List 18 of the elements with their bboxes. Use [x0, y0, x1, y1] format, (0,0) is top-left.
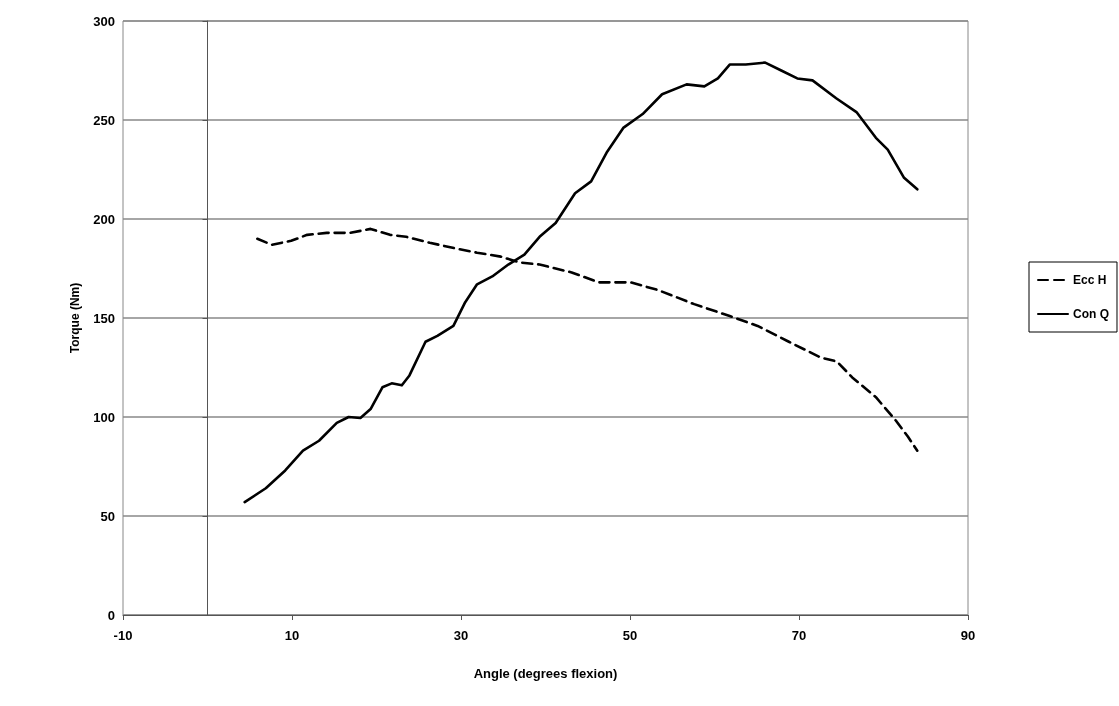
x-axis-title: Angle (degrees flexion)	[473, 666, 618, 681]
line-series	[243, 61, 919, 504]
y-tick-label: 250	[93, 112, 115, 128]
x-tick-label: 30	[453, 628, 469, 643]
x-tick-label: 90	[960, 628, 976, 643]
y-tick-label: 100	[93, 409, 115, 425]
y-tick-label: 150	[93, 310, 115, 326]
x-tick-label: -10	[113, 628, 133, 643]
legend-label: Con Q	[1073, 307, 1110, 321]
y-tick-label: 50	[100, 508, 115, 524]
legend-label: Ecc H	[1073, 273, 1107, 287]
y-tick-label: 300	[93, 13, 115, 29]
y-tick-label: 0	[107, 607, 115, 623]
y-tick-label: 200	[93, 211, 115, 227]
x-tick-label: 50	[622, 628, 638, 643]
x-tick-label: 10	[284, 628, 300, 643]
x-tick-label: 70	[791, 628, 807, 643]
y-axis-title: Torque (Nm)	[68, 282, 82, 354]
